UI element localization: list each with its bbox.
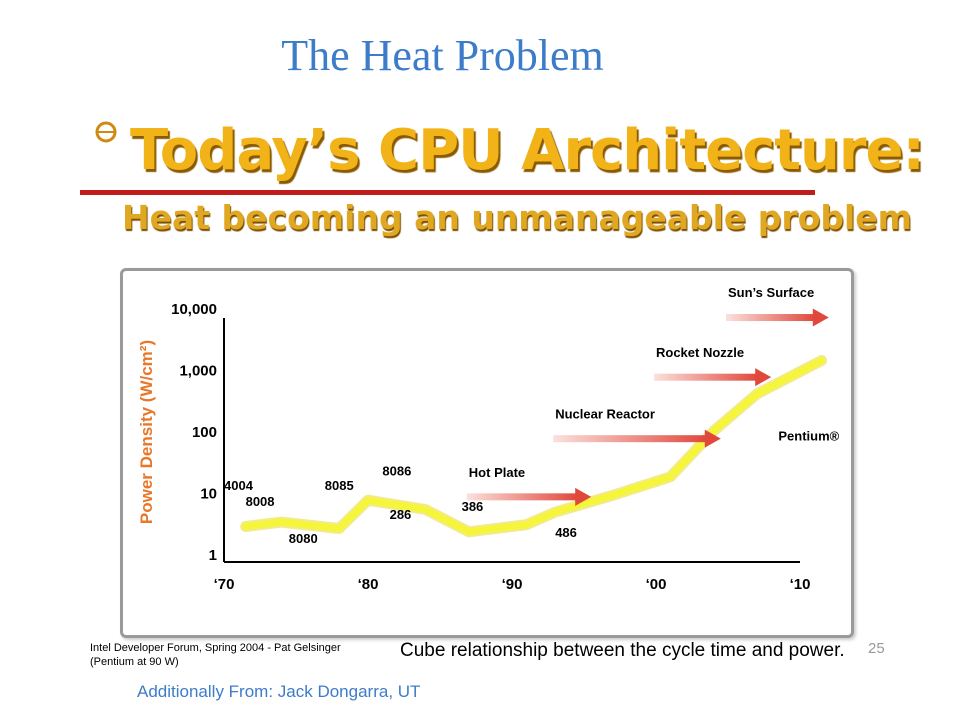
icl-logo <box>86 118 126 168</box>
annotation-label: Sun’s Surface <box>728 285 814 300</box>
y-tick-label: 10 <box>200 486 217 503</box>
y-tick-label: 1,000 <box>179 363 217 380</box>
data-point-label: Pentium® <box>778 429 839 444</box>
data-point-label: 386 <box>462 499 484 514</box>
annotation: Nuclear Reactor <box>553 406 721 448</box>
chart-caption: Cube relationship between the cycle time… <box>400 640 845 661</box>
x-tick-label: ‘80 <box>358 576 379 593</box>
x-tick-label: ‘90 <box>502 576 523 593</box>
data-point-label: 286 <box>390 507 412 522</box>
banner-title: Today’s CPU Architecture: <box>130 118 925 183</box>
credit-line: Additionally From: Jack Dongarra, UT <box>137 682 421 701</box>
annotation-arrow-shaft <box>726 314 815 322</box>
page-number: 25 <box>868 640 885 657</box>
annotation-label: Rocket Nozzle <box>656 345 744 360</box>
source-line-2: (Pentium at 90 W) <box>90 656 179 668</box>
chart-series <box>240 355 828 538</box>
data-point-label: 8086 <box>382 463 411 478</box>
banner-subtitle: Heat becoming an unmanageable problem <box>122 198 913 237</box>
y-tick-label: 1 <box>209 547 217 564</box>
chart-annotations: Hot Plate Nuclear Reactor Rocket Nozzle Sun… <box>466 285 829 506</box>
data-point-label: 8008 <box>246 494 275 509</box>
data-point-label: 486 <box>555 525 577 540</box>
source-line-1: Intel Developer Forum, Spring 2004 - Pat… <box>90 642 341 654</box>
data-point-label: 8085 <box>325 478 354 493</box>
y-tick-label: 10,000 <box>171 301 217 318</box>
icl-logo-mark <box>95 121 117 143</box>
chart-frame <box>120 268 854 638</box>
annotation-arrow-head <box>755 368 772 387</box>
series-line <box>242 357 826 536</box>
annotation-arrow-shaft <box>553 435 707 443</box>
annotation: Sun’s Surface <box>726 285 829 327</box>
data-point-label: 4004 <box>224 478 254 493</box>
annotation-arrow-shaft <box>654 373 758 381</box>
chart-axes: 1 10 100 1,000 10,000 ‘70 ‘80 ‘90 ‘00 ‘10 Power De… <box>137 301 810 593</box>
y-tick-label: 100 <box>192 424 217 441</box>
source-citation: Intel Developer Forum, Spring 2004 - Pat… <box>90 641 341 669</box>
banner-divider <box>80 190 815 195</box>
annotation: Rocket Nozzle <box>654 345 772 387</box>
y-axis-title: Power Density (W/cm²) <box>137 340 156 524</box>
annotation-label: Nuclear Reactor <box>555 406 655 421</box>
annotation-arrow-shaft <box>466 493 578 501</box>
x-tick-label: ‘70 <box>214 576 235 593</box>
x-tick-label: ‘10 <box>790 576 811 593</box>
annotation: Hot Plate <box>466 465 592 506</box>
annotation-arrow-head <box>704 429 721 448</box>
data-point-label: 8080 <box>289 531 318 546</box>
annotation-arrow-head <box>812 308 829 327</box>
x-tick-label: ‘00 <box>646 576 667 593</box>
slide-title: The Heat Problem <box>281 31 604 80</box>
series-line-glow <box>240 355 828 538</box>
annotation-label: Hot Plate <box>469 465 525 480</box>
annotation-arrow-head <box>575 487 592 506</box>
